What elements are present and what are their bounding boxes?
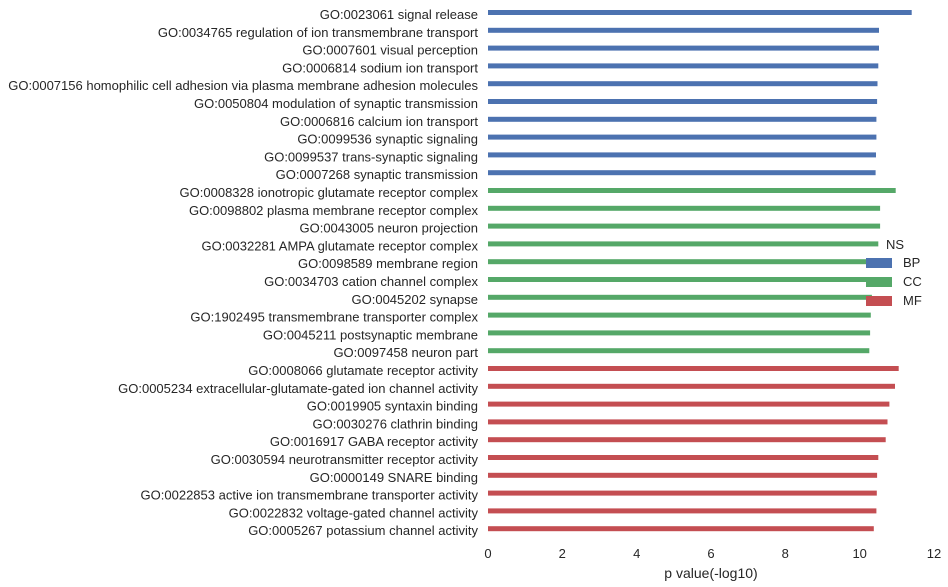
x-axis-label: p value(-log10): [664, 565, 757, 581]
bar: [488, 152, 876, 158]
bar: [488, 259, 876, 265]
x-axis-ticks: 0 2 4 6 8 10 12: [484, 546, 941, 561]
category-label: GO:0008066 glutamate receptor activity: [248, 363, 478, 378]
category-label: GO:0016917 GABA receptor activity: [270, 434, 479, 449]
legend-swatch-bp: [866, 258, 892, 268]
category-label: GO:0019905 syntaxin binding: [307, 399, 478, 414]
bar: [488, 366, 899, 371]
category-label: GO:0043005 neuron projection: [299, 221, 478, 236]
category-label: GO:0032281 AMPA glutamate receptor compl…: [201, 238, 478, 253]
category-label: GO:0098589 membrane region: [298, 256, 478, 271]
category-label: GO:0034765 regulation of ion transmembra…: [158, 25, 479, 40]
category-label: GO:0006814 sodium ion transport: [282, 60, 478, 75]
category-label: GO:0022832 voltage-gated channel activit…: [229, 505, 479, 520]
category-label: GO:0005234 extracellular-glutamate-gated…: [118, 381, 478, 396]
category-label: GO:0008328 ionotropic glutamate receptor…: [180, 185, 479, 200]
bar: [488, 241, 879, 247]
x-tick-label: 6: [707, 546, 714, 561]
legend-label-mf: MF: [903, 293, 922, 308]
bar: [488, 45, 879, 51]
legend-label-cc: CC: [903, 274, 922, 289]
category-label: GO:0007156 homophilic cell adhesion via …: [8, 78, 478, 93]
bar: [488, 27, 879, 33]
category-label: GO:0030276 clathrin binding: [312, 416, 478, 431]
bar: [488, 455, 879, 460]
bar: [488, 10, 912, 15]
bar: [488, 223, 881, 229]
category-label: GO:0050804 modulation of synaptic transm…: [194, 96, 478, 111]
category-label: GO:1902495 transmembrane transporter com…: [190, 310, 478, 325]
bar: [488, 419, 888, 425]
x-tick-label: 10: [852, 546, 866, 561]
bar: [488, 188, 896, 193]
bar: [488, 116, 877, 122]
bars-group: [488, 10, 912, 532]
category-label: GO:0000149 SNARE binding: [310, 470, 478, 485]
bar: [488, 508, 877, 514]
x-tick-label: 8: [782, 546, 789, 561]
legend-label-bp: BP: [903, 255, 920, 270]
bar: [488, 401, 890, 407]
category-label: GO:0005267 potassium channel activity: [248, 523, 478, 538]
category-label: GO:0099537 trans-synaptic signaling: [264, 149, 478, 164]
x-tick-label: 2: [559, 546, 566, 561]
bar: [488, 99, 878, 104]
category-label: GO:0034703 cation channel complex: [264, 274, 478, 289]
category-label: GO:0006816 calcium ion transport: [280, 114, 478, 129]
category-labels: GO:0023061 signal release GO:0034765 regu…: [8, 7, 478, 538]
category-label: GO:0098802 plasma membrane receptor comp…: [189, 203, 479, 218]
bar: [488, 472, 878, 478]
category-label: GO:0099536 synaptic signaling: [297, 132, 478, 147]
x-tick-label: 4: [633, 546, 640, 561]
bar: [488, 383, 895, 389]
bar: [488, 205, 881, 211]
category-label: GO:0045202 synapse: [352, 292, 478, 307]
legend-swatch-mf: [866, 296, 892, 306]
legend-title: NS: [886, 237, 904, 252]
category-label: GO:0007601 visual perception: [302, 43, 478, 58]
bar: [488, 294, 872, 300]
legend: NS BP CC MF: [866, 237, 922, 308]
bar: [488, 330, 871, 336]
x-tick-label: 0: [484, 546, 491, 561]
category-label: GO:0022853 active ion transmembrane tran…: [141, 488, 479, 503]
bar: [488, 81, 878, 87]
x-tick-label: 12: [927, 546, 941, 561]
legend-swatch-cc: [866, 277, 892, 287]
bar: [488, 134, 877, 140]
category-label: GO:0030594 neurotransmitter receptor act…: [211, 452, 479, 467]
bar: [488, 312, 871, 318]
bar: [488, 437, 886, 443]
bar: [488, 63, 879, 69]
category-label: GO:0097458 neuron part: [333, 345, 478, 360]
bar: [488, 526, 874, 532]
bar: [488, 490, 877, 496]
category-label: GO:0007268 synaptic transmission: [276, 167, 478, 182]
category-label: GO:0045211 postsynaptic membrane: [263, 327, 478, 342]
bar: [488, 170, 876, 176]
category-label: GO:0023061 signal release: [320, 7, 478, 22]
bar: [488, 348, 870, 354]
bar: [488, 277, 874, 282]
